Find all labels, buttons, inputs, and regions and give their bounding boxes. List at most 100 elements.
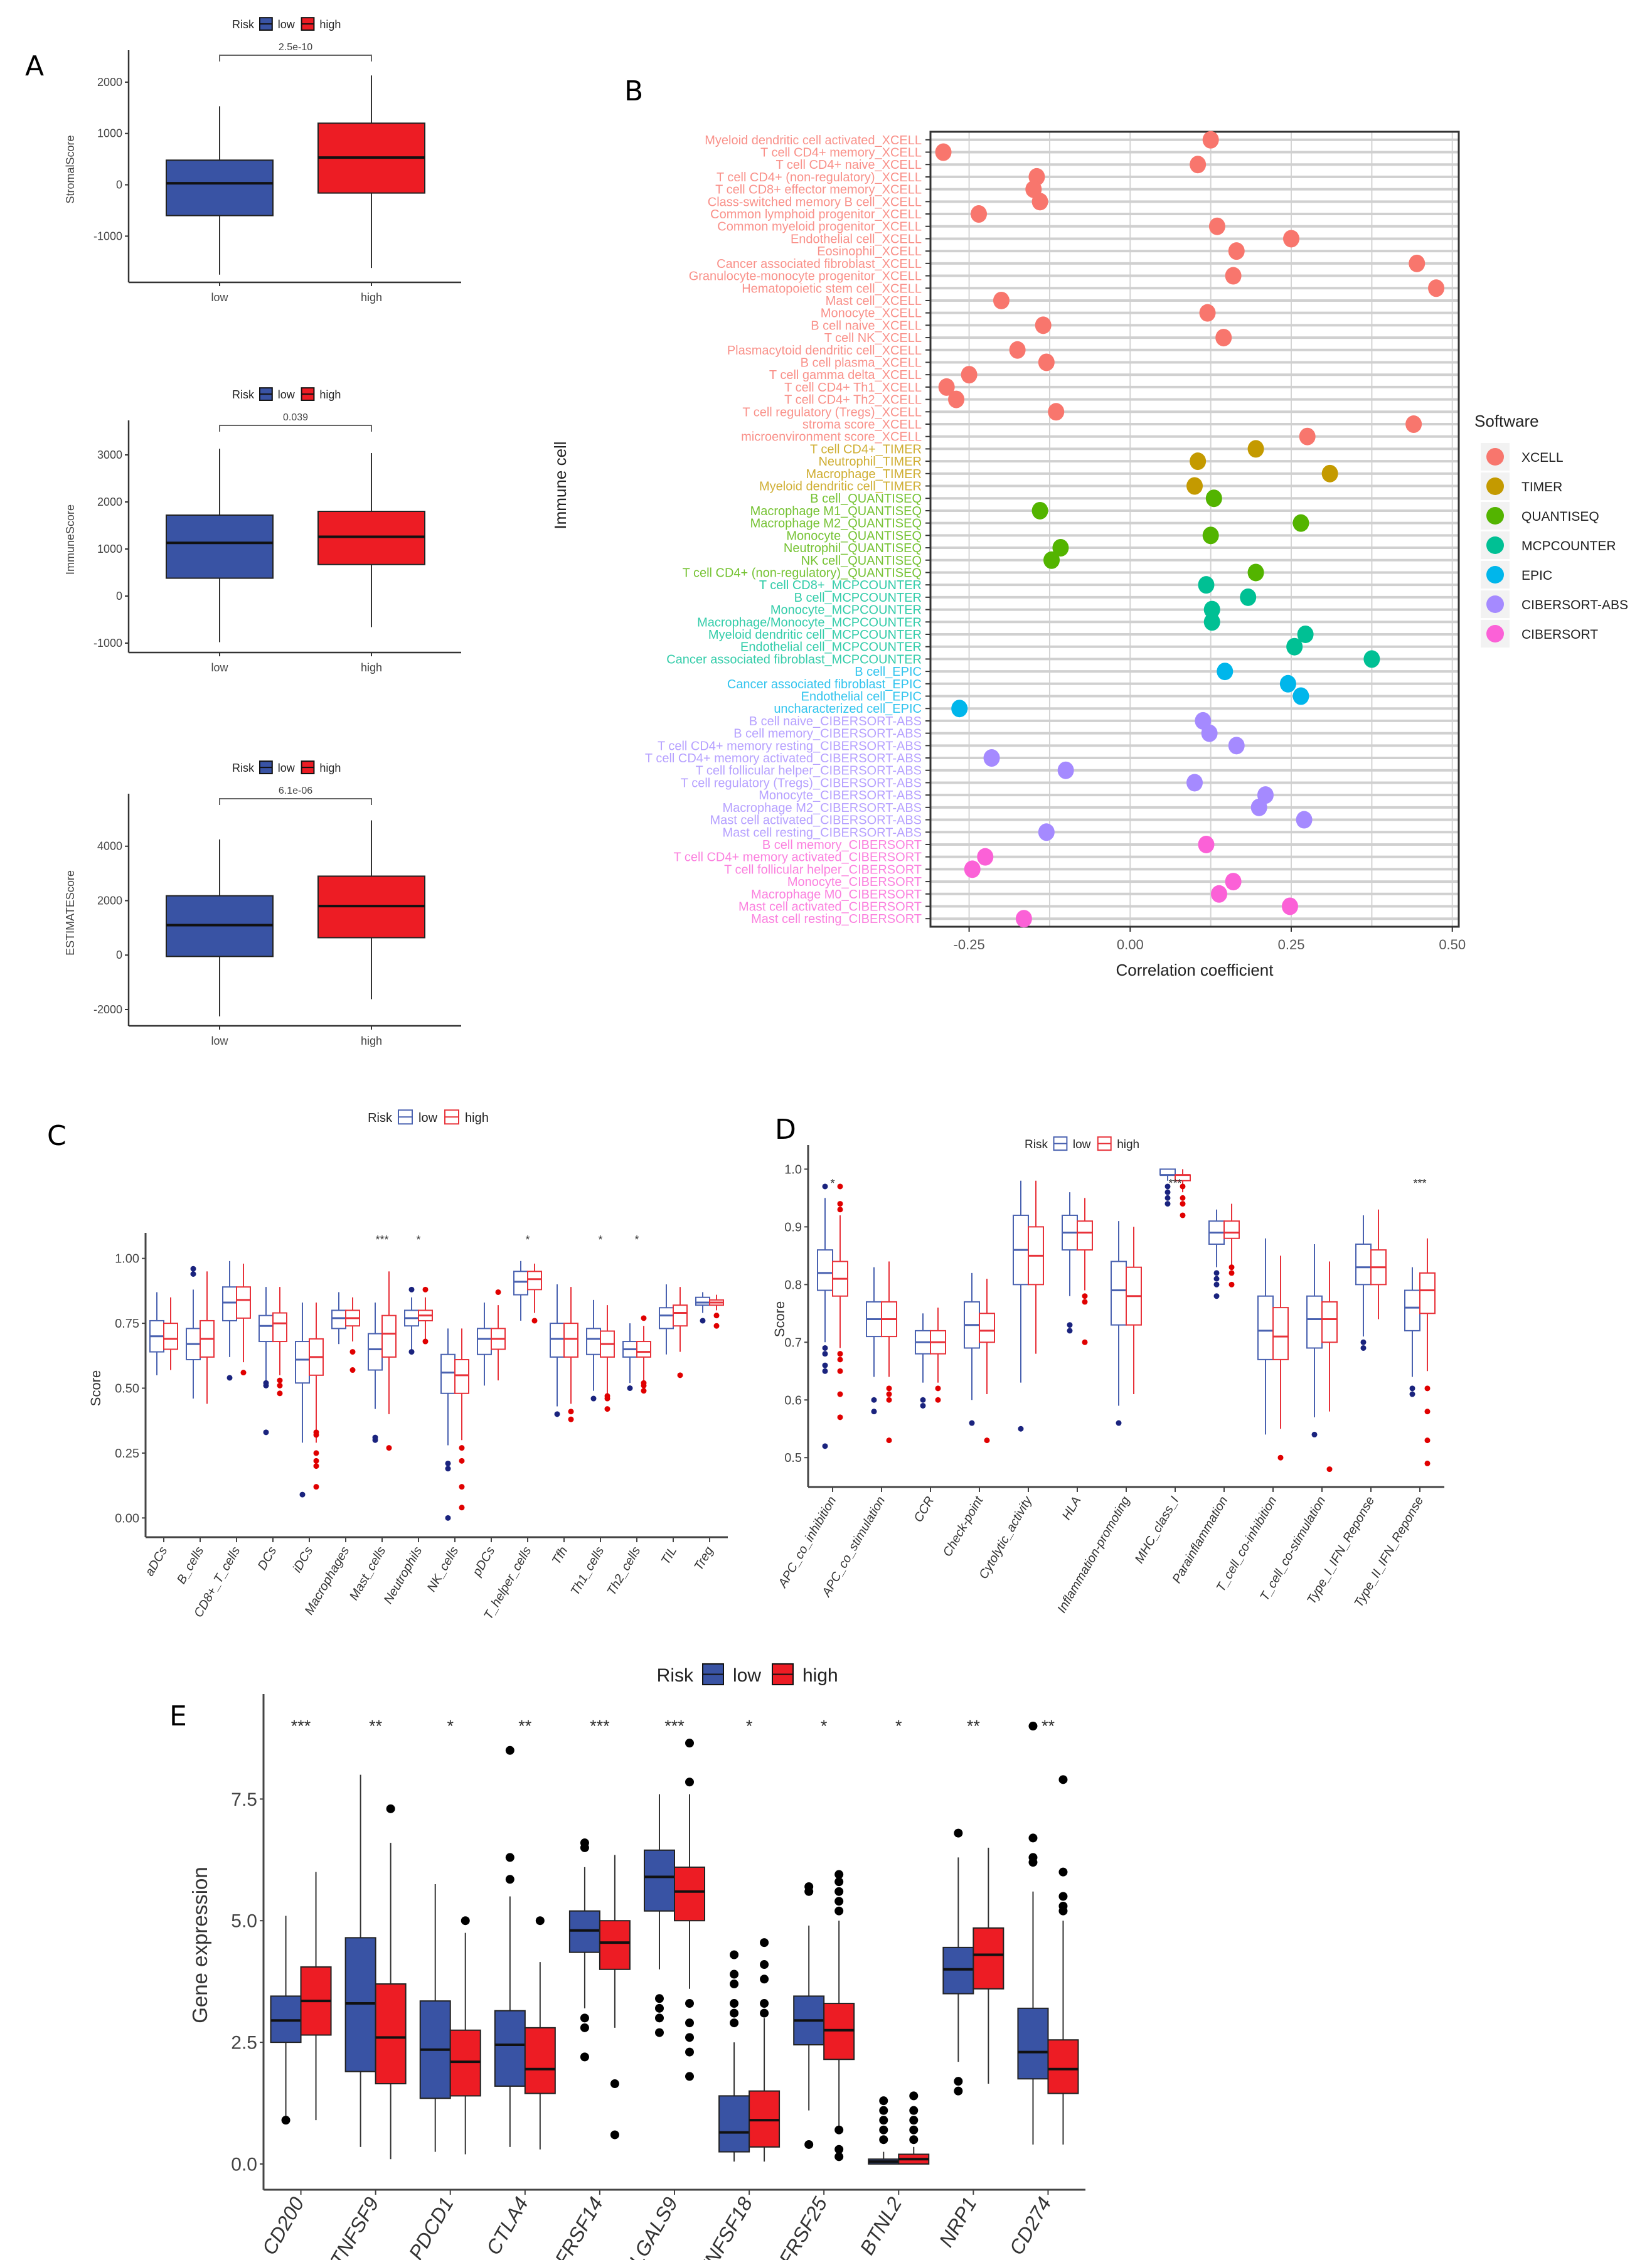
legend-label-low: low [278,18,296,31]
data-point [1015,910,1032,928]
outlier-low [954,2077,963,2086]
legend-title: Risk [1025,1138,1048,1151]
immune-cell-label: T cell CD4+ (non-regulatory)_XCELL [717,171,922,184]
outlier-high [834,1897,844,1906]
legend-title: Software [1474,412,1539,430]
legend-title: Risk [232,18,255,31]
significance-mark: *** [291,1717,311,1735]
data-point [1201,724,1218,742]
immune-cell-label: T cell CD8+_MCPCOUNTER [759,578,922,592]
immune-cell-label: Macrophage M0_CIBERSORT [751,888,922,902]
outlier-high [760,1938,769,1948]
x-tick-label: Th1_cells [568,1545,607,1598]
outlier-high [459,1445,465,1451]
outlier-high [386,1804,395,1813]
outlier-low [281,2116,290,2125]
data-point [948,390,965,408]
data-point [1190,156,1207,174]
outlier-high [713,1323,720,1329]
legend-label-high: high [319,18,341,31]
immune-cell-label: Common lymphoid progenitor_XCELL [710,208,922,221]
outlier-low [655,2028,664,2037]
legend-key-cibersort-abs [1486,595,1504,613]
outlier-high [685,1739,694,1748]
x-tick-label: aDCs [142,1545,170,1579]
significance-mark: * [416,1234,420,1246]
data-point [1198,835,1215,853]
outlier-low [505,1875,514,1884]
outlier-low [1164,1195,1171,1201]
immune-cell-label: T cell CD4+ naive_XCELL [775,158,922,172]
legend-title: Risk [368,1111,393,1125]
data-point [1247,440,1264,458]
outlier-low [1213,1276,1220,1282]
data-point [1199,304,1216,322]
legend-label-high: high [802,1665,838,1686]
data-point [1292,687,1309,705]
outlier-low [730,1999,739,2008]
box-low [295,1341,310,1384]
outlier-high [1424,1409,1431,1415]
y-tick-label: 0.8 [784,1278,802,1292]
outlier-low [445,1515,451,1521]
outlier-low [879,2106,888,2115]
box-high [673,1304,688,1327]
immune-cell-label: Class-switched memory B cell_XCELL [708,195,922,209]
significance-mark: ** [518,1717,532,1735]
y-tick-label: 0.25 [115,1447,139,1461]
data-point [983,749,1000,767]
outlier-high [604,1406,610,1412]
y-axis-title: StromalScore [64,135,77,203]
x-tick-label: high [361,1035,382,1047]
x-tick-label: 0.00 [1117,937,1144,952]
immune-cell-label: T cell follicular helper_CIBERSORT [724,863,922,877]
outlier-high [1228,1270,1235,1276]
immune-cell-label: T cell CD4+ memory_XCELL [760,146,922,160]
outlier-low [1164,1183,1171,1190]
outlier-high [461,1916,470,1926]
significance-mark: * [830,1177,834,1190]
outlier-high [535,1916,545,1926]
y-tick-label: 1000 [97,543,122,555]
y-tick-label: 1.00 [115,1252,139,1266]
immune-cell-label: Monocyte_CIBERSORT [787,875,922,889]
x-tick-label: HLA [1060,1495,1084,1523]
box-low [1355,1243,1372,1286]
outlier-low [299,1491,306,1498]
outlier-low [1028,1858,1038,1867]
panel-label-e: E [169,1700,187,1732]
immune-cell-label: Myeloid dendritic cell activated_XCELL [705,134,922,147]
outlier-high [909,2116,919,2125]
legend-label: CIBERSORT-ABS [1521,598,1628,612]
box-low [440,1353,456,1394]
outlier-high [837,1183,843,1190]
outlier-low [730,2018,739,2028]
legend-label: EPIC [1521,568,1552,583]
y-tick-label: 0.0 [231,2154,257,2175]
outlier-low [1213,1270,1220,1276]
immune-cell-label: Monocyte_CIBERSORT-ABS [759,789,922,802]
outlier-high [760,1960,769,1970]
outlier-high [834,1877,844,1887]
y-tick-label: -1000 [93,230,122,242]
significance-bracket [219,55,372,61]
outlier-low [1116,1420,1122,1426]
x-tick-label: MHC_class_I [1132,1494,1182,1565]
risk-legend: Risk low high [232,387,341,401]
data-point [1215,329,1232,347]
box-low [1111,1261,1127,1326]
outlier-low [580,2013,589,2023]
outlier-high [386,1445,392,1451]
outlier-high [685,2018,694,2028]
box-low [718,2095,750,2153]
immune-cell-label: Myeloid dendritic cell_MCPCOUNTER [708,628,922,642]
outlier-low [263,1429,269,1436]
immune-cell-label: Plasmacytoid dendritic cell_XCELL [727,344,922,358]
x-tick-label: iDCs [290,1545,316,1575]
box-low [1017,2007,1049,2080]
outlier-high [685,2033,694,2042]
x-tick-label: CD274 [1005,2193,1056,2259]
outlier-high [984,1437,990,1444]
data-point [1057,761,1074,779]
data-point [1211,885,1228,903]
